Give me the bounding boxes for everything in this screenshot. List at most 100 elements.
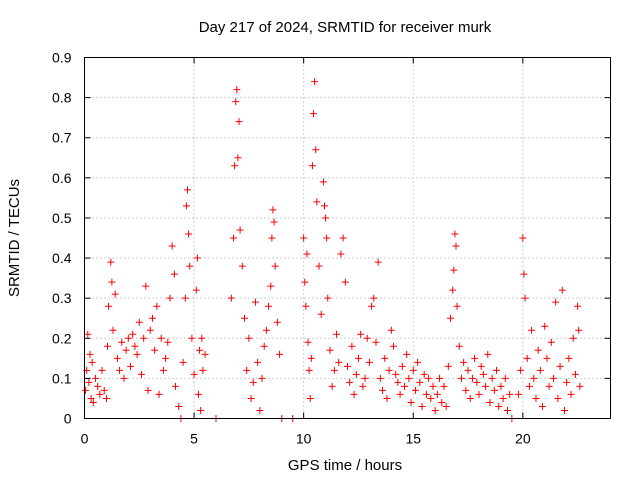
data-point xyxy=(184,186,192,194)
data-point xyxy=(231,162,239,170)
x-tick-label: 0 xyxy=(81,431,89,447)
data-point xyxy=(436,374,444,382)
data-point xyxy=(328,382,336,390)
x-tick-label: 15 xyxy=(405,431,421,447)
data-point xyxy=(514,390,522,398)
data-point xyxy=(267,282,275,290)
data-point xyxy=(249,378,257,386)
data-point xyxy=(444,362,452,370)
data-point xyxy=(270,218,278,226)
data-point xyxy=(471,354,479,362)
y-tick-label: 0.8 xyxy=(52,90,72,106)
data-point xyxy=(324,294,332,302)
data-point xyxy=(251,298,259,306)
data-point xyxy=(265,302,273,310)
data-point xyxy=(109,326,117,334)
data-point xyxy=(416,378,424,386)
data-point xyxy=(182,202,190,210)
data-point xyxy=(245,334,253,342)
data-point xyxy=(315,262,323,270)
data-point xyxy=(235,118,243,126)
data-point xyxy=(155,390,163,398)
chart-title: Day 217 of 2024, SRMTID for receiver mur… xyxy=(199,19,492,36)
data-point xyxy=(326,346,334,354)
data-point xyxy=(122,346,130,354)
data-point xyxy=(376,374,384,382)
data-point xyxy=(418,402,426,410)
data-point xyxy=(497,382,505,390)
data-point xyxy=(409,366,417,374)
x-tick-label: 20 xyxy=(515,431,531,447)
data-point xyxy=(240,314,248,322)
data-point xyxy=(118,338,126,346)
data-point xyxy=(102,394,110,402)
data-point xyxy=(407,398,415,406)
data-point xyxy=(475,390,483,398)
data-point xyxy=(175,402,183,410)
data-point xyxy=(433,390,441,398)
data-point xyxy=(197,406,205,414)
y-tick-label: 0.3 xyxy=(52,290,72,306)
data-point xyxy=(86,350,94,358)
data-point xyxy=(104,342,112,350)
data-point xyxy=(411,386,419,394)
data-point xyxy=(530,374,538,382)
data-point xyxy=(84,330,92,338)
data-point xyxy=(133,350,141,358)
data-point xyxy=(135,318,143,326)
data-point xyxy=(179,358,187,366)
data-point xyxy=(560,406,568,414)
data-point xyxy=(506,390,514,398)
data-point xyxy=(346,378,354,386)
data-point xyxy=(556,362,564,370)
data-point xyxy=(319,178,327,186)
data-point xyxy=(565,354,573,362)
data-point xyxy=(490,386,498,394)
data-point xyxy=(558,286,566,294)
data-point xyxy=(501,374,509,382)
data-point xyxy=(398,362,406,370)
data-point xyxy=(192,286,200,294)
data-point xyxy=(455,342,463,350)
data-point xyxy=(234,154,242,162)
data-point xyxy=(268,234,276,242)
data-point xyxy=(330,366,338,374)
data-point xyxy=(394,378,402,386)
data-point xyxy=(452,242,460,250)
data-point xyxy=(194,390,202,398)
data-point xyxy=(227,294,235,302)
data-point xyxy=(312,146,320,154)
data-point xyxy=(341,278,349,286)
data-point xyxy=(108,278,116,286)
data-point xyxy=(87,394,95,402)
data-point xyxy=(88,358,96,366)
y-axis-label: SRMTID / TECUs xyxy=(6,179,23,297)
data-point xyxy=(387,326,395,334)
data-point xyxy=(151,346,159,354)
data-point xyxy=(304,338,312,346)
data-point xyxy=(307,354,315,362)
data-point xyxy=(107,258,115,266)
data-point xyxy=(148,314,156,322)
data-point xyxy=(396,390,404,398)
data-point xyxy=(352,370,360,378)
y-tick-label: 0.5 xyxy=(52,210,72,226)
data-point xyxy=(451,230,459,238)
data-point xyxy=(260,342,268,350)
data-point xyxy=(113,354,121,362)
data-point xyxy=(89,398,97,406)
data-point xyxy=(466,394,474,402)
data-point xyxy=(447,314,455,322)
data-point xyxy=(159,366,167,374)
data-point xyxy=(359,382,367,390)
data-point xyxy=(479,370,487,378)
data-point xyxy=(357,330,365,338)
data-point xyxy=(311,78,319,86)
data-point xyxy=(308,162,316,170)
data-point xyxy=(536,366,544,374)
data-point xyxy=(273,318,281,326)
y-tick-label: 0 xyxy=(64,411,72,427)
data-point xyxy=(385,366,393,374)
data-point xyxy=(247,394,255,402)
data-point xyxy=(131,342,139,350)
